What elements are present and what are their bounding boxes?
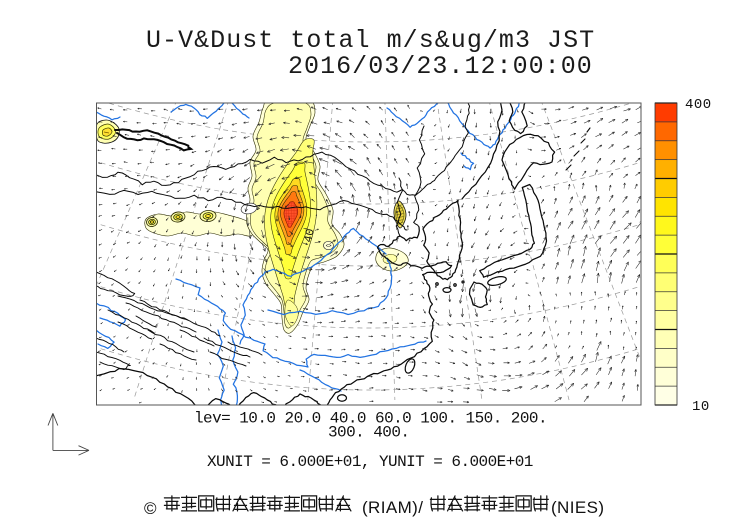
svg-text:(NIES): (NIES) (551, 498, 604, 517)
svg-text:300. 400.: 300. 400. (328, 424, 409, 442)
svg-text:(RIAM)/: (RIAM)/ (362, 498, 423, 517)
svg-text:400: 400 (685, 97, 712, 113)
svg-text:lev= 10.0 20.0 40.0 60.0 100.: lev= 10.0 20.0 40.0 60.0 100. 150. 200. (194, 410, 547, 428)
svg-text:U-V&Dust total m/s&ug/m3 JST: U-V&Dust total m/s&ug/m3 JST (146, 26, 595, 55)
svg-text:40: 40 (302, 228, 318, 244)
svg-text:XUNIT = 6.000E+01, YUNIT = 6.0: XUNIT = 6.000E+01, YUNIT = 6.000E+01 (207, 453, 533, 471)
svg-text:2016/03/23.12:00:00: 2016/03/23.12:00:00 (288, 52, 593, 81)
svg-text:©: © (144, 499, 157, 518)
svg-text:10: 10 (692, 399, 710, 415)
